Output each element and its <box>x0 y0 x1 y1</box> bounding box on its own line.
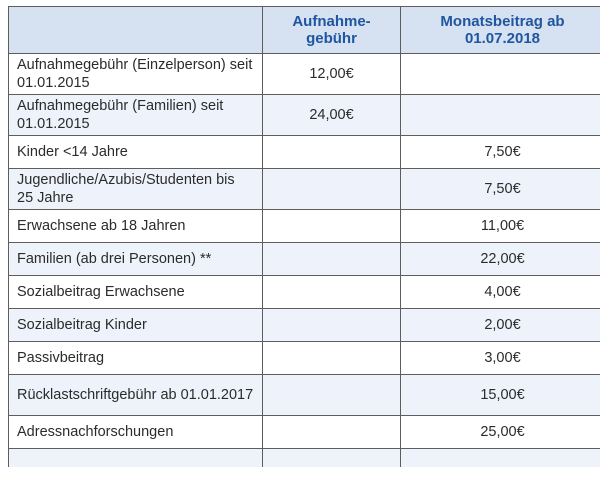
table-row: Aufnahmegebühr (Familien) seit 01.01.201… <box>8 94 600 136</box>
header-label-col <box>8 6 263 54</box>
fee-table: Aufnahme-gebühr Monatsbeitrag ab 01.07.2… <box>8 6 600 467</box>
row-aufnahme <box>262 308 401 342</box>
row-label-empty <box>8 448 263 467</box>
table-row: Passivbeitrag 3,00€ <box>8 341 600 375</box>
table-row: Aufnahmegebühr (Einzelperson) seit 01.01… <box>8 53 600 95</box>
row-label: Jugendliche/Azubis/Studenten bis 25 Jahr… <box>8 168 263 210</box>
row-aufnahme <box>262 341 401 375</box>
row-aufnahme: 24,00€ <box>262 94 401 136</box>
row-label: Aufnahmegebühr (Einzelperson) seit 01.01… <box>8 53 263 95</box>
row-label: Erwachsene ab 18 Jahren <box>8 209 263 243</box>
table-row: Familien (ab drei Personen) ** 22,00€ <box>8 242 600 276</box>
table-row: Sozialbeitrag Erwachsene 4,00€ <box>8 275 600 309</box>
row-monat: 2,00€ <box>400 308 600 342</box>
row-aufnahme: 12,00€ <box>262 53 401 95</box>
row-monat: 25,00€ <box>400 415 600 449</box>
table-row: Jugendliche/Azubis/Studenten bis 25 Jahr… <box>8 168 600 210</box>
row-aufnahme <box>262 374 401 416</box>
row-aufnahme <box>262 275 401 309</box>
row-monat <box>400 53 600 95</box>
row-label: Aufnahmegebühr (Familien) seit 01.01.201… <box>8 94 263 136</box>
row-monat: 15,00€ <box>400 374 600 416</box>
row-monat: 22,00€ <box>400 242 600 276</box>
table-header-row: Aufnahme-gebühr Monatsbeitrag ab 01.07.2… <box>8 6 600 54</box>
table-row: Adressnachforschungen 25,00€ <box>8 415 600 449</box>
table-row: Rücklastschriftgebühr ab 01.01.2017 15,0… <box>8 374 600 416</box>
row-aufnahme-empty <box>262 448 401 467</box>
row-label: Rücklastschriftgebühr ab 01.01.2017 <box>8 374 263 416</box>
row-label: Adressnachforschungen <box>8 415 263 449</box>
table-row-partial <box>8 448 600 467</box>
row-monat: 7,50€ <box>400 168 600 210</box>
row-monat: 3,00€ <box>400 341 600 375</box>
row-monat: 7,50€ <box>400 135 600 169</box>
row-aufnahme <box>262 415 401 449</box>
row-monat-empty <box>400 448 600 467</box>
table-row: Kinder <14 Jahre 7,50€ <box>8 135 600 169</box>
header-monatsbeitrag: Monatsbeitrag ab 01.07.2018 <box>400 6 600 54</box>
row-label: Sozialbeitrag Erwachsene <box>8 275 263 309</box>
row-aufnahme <box>262 135 401 169</box>
table-row: Erwachsene ab 18 Jahren 11,00€ <box>8 209 600 243</box>
row-monat: 4,00€ <box>400 275 600 309</box>
header-aufnahmegebuehr: Aufnahme-gebühr <box>262 6 401 54</box>
row-aufnahme <box>262 209 401 243</box>
row-aufnahme <box>262 242 401 276</box>
row-label: Kinder <14 Jahre <box>8 135 263 169</box>
row-monat <box>400 94 600 136</box>
row-label: Sozialbeitrag Kinder <box>8 308 263 342</box>
row-aufnahme <box>262 168 401 210</box>
row-label: Familien (ab drei Personen) ** <box>8 242 263 276</box>
table-row: Sozialbeitrag Kinder 2,00€ <box>8 308 600 342</box>
row-label: Passivbeitrag <box>8 341 263 375</box>
row-monat: 11,00€ <box>400 209 600 243</box>
